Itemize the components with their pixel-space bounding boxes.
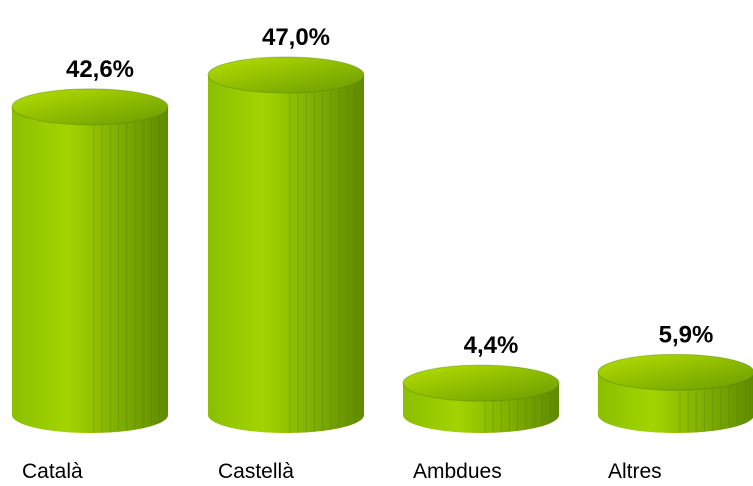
data-label: 4,4% — [464, 332, 519, 359]
bar-top — [11, 88, 169, 126]
bar-ambdues — [402, 364, 560, 433]
category-axis: Català Castellà Ambdues Altres — [22, 460, 662, 483]
bar-body — [12, 106, 168, 434]
value-labels-group: 42,6% 47,0% 4,4% 5,9% — [66, 24, 713, 359]
x-tick-label: Altres — [608, 460, 662, 483]
bar-top — [597, 353, 753, 391]
x-tick-label: Ambdues — [413, 460, 502, 483]
bar-top — [402, 364, 560, 402]
data-label: 5,9% — [659, 321, 714, 348]
bar-castellà — [207, 56, 365, 433]
data-label: 47,0% — [262, 24, 330, 51]
data-label: 42,6% — [66, 56, 134, 83]
bar-altres — [597, 353, 753, 433]
x-tick-label: Castellà — [218, 460, 294, 483]
bar-català — [11, 88, 169, 434]
x-tick-label: Català — [22, 460, 83, 483]
bars-group — [11, 56, 753, 434]
bar-top — [207, 56, 365, 94]
bar-body — [208, 75, 364, 433]
